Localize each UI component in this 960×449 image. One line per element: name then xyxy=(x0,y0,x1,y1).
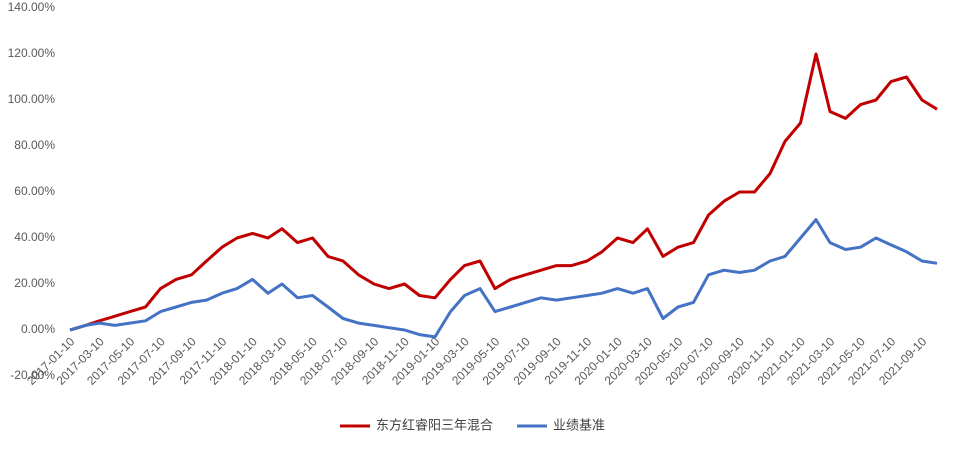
y-tick-label: 80.00% xyxy=(14,138,55,152)
series-line xyxy=(69,218,938,339)
y-tick-label: 120.00% xyxy=(8,46,56,60)
y-tick-label: -20.00% xyxy=(10,368,55,382)
legend: 东方红睿阳三年混合 业绩基准 xyxy=(340,417,605,432)
y-tick-label: 0.00% xyxy=(21,322,55,336)
series-line xyxy=(69,52,938,332)
legend-label: 业绩基准 xyxy=(553,417,605,432)
y-tick-label: 60.00% xyxy=(14,184,55,198)
y-tick-label: 40.00% xyxy=(14,230,55,244)
legend-label: 东方红睿阳三年混合 xyxy=(376,417,493,432)
y-tick-label: 20.00% xyxy=(14,276,55,290)
y-tick-label: 140.00% xyxy=(8,0,56,14)
y-tick-label: 100.00% xyxy=(8,92,56,106)
